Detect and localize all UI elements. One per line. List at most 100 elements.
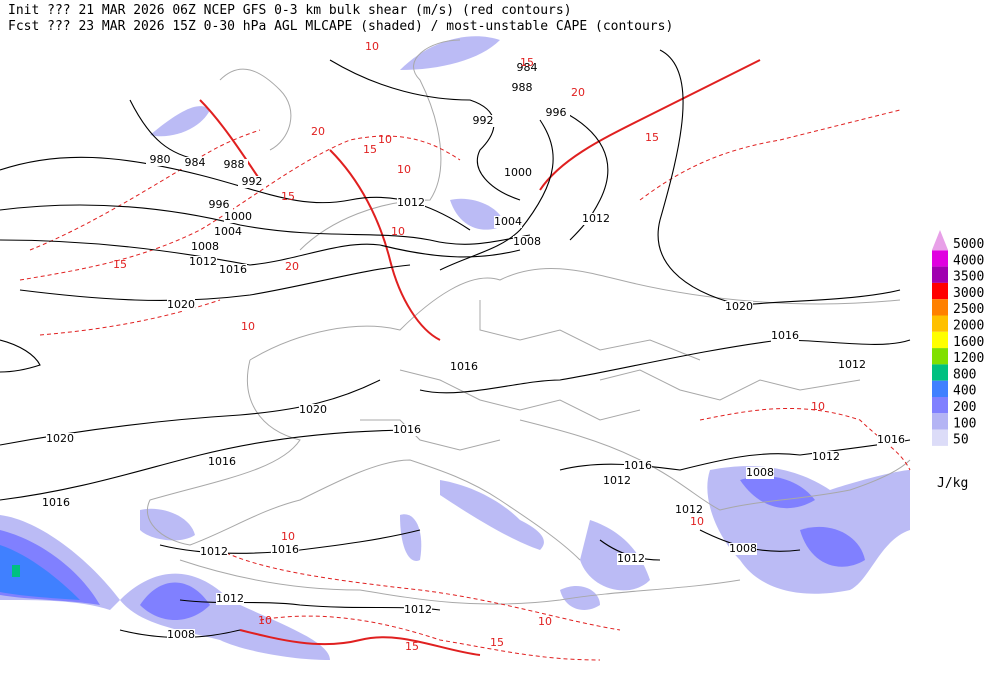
legend-swatch [932, 250, 948, 267]
isobar-label: 1012 [812, 450, 840, 463]
legend-label: 400 [953, 384, 976, 399]
isobar-label: 1004 [494, 215, 522, 228]
shear-label: 20 [285, 260, 299, 273]
shear-label: 10 [690, 515, 704, 528]
legend-label: 2000 [953, 319, 984, 334]
shear-label: 20 [311, 125, 325, 138]
isobar-label: 984 [185, 156, 206, 169]
isobar-label: 980 [150, 153, 171, 166]
isobar-label: 1020 [167, 298, 195, 311]
label-bg [219, 264, 247, 276]
label-bg [46, 433, 74, 445]
label-bg [167, 299, 195, 311]
label-bg [729, 543, 757, 555]
label-bg [220, 159, 248, 171]
isobar-label: 996 [546, 106, 567, 119]
label-bg [200, 546, 228, 558]
legend-label: 1200 [953, 351, 984, 366]
isobar-label: 1016 [877, 433, 905, 446]
legend-swatch [932, 364, 948, 381]
isobar-label: 1020 [46, 432, 74, 445]
shear-contours [19, 59, 911, 661]
isobar-label: 1012 [617, 552, 645, 565]
shear-label: 15 [363, 143, 377, 156]
isobar-label: 1008 [191, 240, 219, 253]
label-bg [494, 216, 522, 228]
label-bg [191, 241, 219, 253]
label-bg [542, 107, 570, 119]
legend-swatch [932, 380, 948, 397]
label-bg [504, 167, 532, 179]
label-bg [508, 82, 536, 94]
legend-swatch [932, 429, 948, 446]
label-bg [812, 451, 840, 463]
label-bg [624, 460, 652, 472]
shear-label: 10 [538, 615, 552, 628]
label-bg [205, 199, 233, 211]
isobar-label: 1008 [729, 542, 757, 555]
shear-label: 15 [490, 636, 504, 649]
isobar-label: 1012 [200, 545, 228, 558]
isobar-label: 984 [517, 61, 538, 74]
isobar-label: 1012 [397, 196, 425, 209]
label-bg [393, 424, 421, 436]
isobar-label: 1008 [167, 628, 195, 641]
isobar-label: 1008 [746, 466, 774, 479]
isobar-label: 1016 [208, 455, 236, 468]
label-bg [582, 213, 610, 225]
isobar-label: 1016 [624, 459, 652, 472]
label-bg [167, 629, 195, 641]
isobar-label: 992 [473, 114, 494, 127]
shear-label: 10 [378, 133, 392, 146]
legend-swatch [932, 413, 948, 430]
label-bg [675, 504, 703, 516]
isobar-label: 1012 [838, 358, 866, 371]
legend-unit: J/kg [937, 476, 968, 491]
label-bg [725, 301, 753, 313]
isobar-label: 1012 [582, 212, 610, 225]
isobar-label: 1012 [189, 255, 217, 268]
label-bg [469, 115, 497, 127]
label-bg [603, 475, 631, 487]
label-bg [513, 236, 541, 248]
legend-swatch [932, 266, 948, 283]
shear-label: 10 [811, 400, 825, 413]
label-bg [271, 544, 299, 556]
label-bg [397, 197, 425, 209]
label-bg [146, 154, 174, 166]
isobar-label: 1012 [404, 603, 432, 616]
legend-label: 4000 [953, 253, 984, 268]
legend-label: 100 [953, 416, 976, 431]
legend-label: 5000 [953, 237, 984, 252]
isobar-label: 1016 [271, 543, 299, 556]
isobar-label: 1012 [216, 592, 244, 605]
isobar-label: 1020 [299, 403, 327, 416]
shear-label: 15 [520, 56, 534, 69]
shear-label: 10 [241, 320, 255, 333]
legend-label: 800 [953, 367, 976, 382]
label-bg [216, 593, 244, 605]
label-bg [450, 361, 478, 373]
legend-label: 1600 [953, 335, 984, 350]
shear-label: 15 [113, 258, 127, 271]
legend-swatch [932, 315, 948, 332]
isobar-label: 1000 [504, 166, 532, 179]
isobar-label: 1020 [725, 300, 753, 313]
shear-label: 10 [365, 40, 379, 53]
shear-label: 20 [571, 86, 585, 99]
header-line-2: Fcst ??? 23 MAR 2026 15Z 0-30 hPa AGL ML… [8, 19, 673, 34]
shear-label: 15 [645, 131, 659, 144]
legend-label: 50 [953, 433, 969, 448]
isobar-label: 1012 [603, 474, 631, 487]
isobar-label: 1004 [214, 225, 242, 238]
legend-label: 2500 [953, 302, 984, 317]
label-bg [617, 553, 645, 565]
isobar-label: 1008 [513, 235, 541, 248]
legend-label: 3000 [953, 286, 984, 301]
isobar-label: 1000 [224, 210, 252, 223]
label-bg [404, 604, 432, 616]
isobar-label: 1012 [675, 503, 703, 516]
label-bg [238, 176, 266, 188]
